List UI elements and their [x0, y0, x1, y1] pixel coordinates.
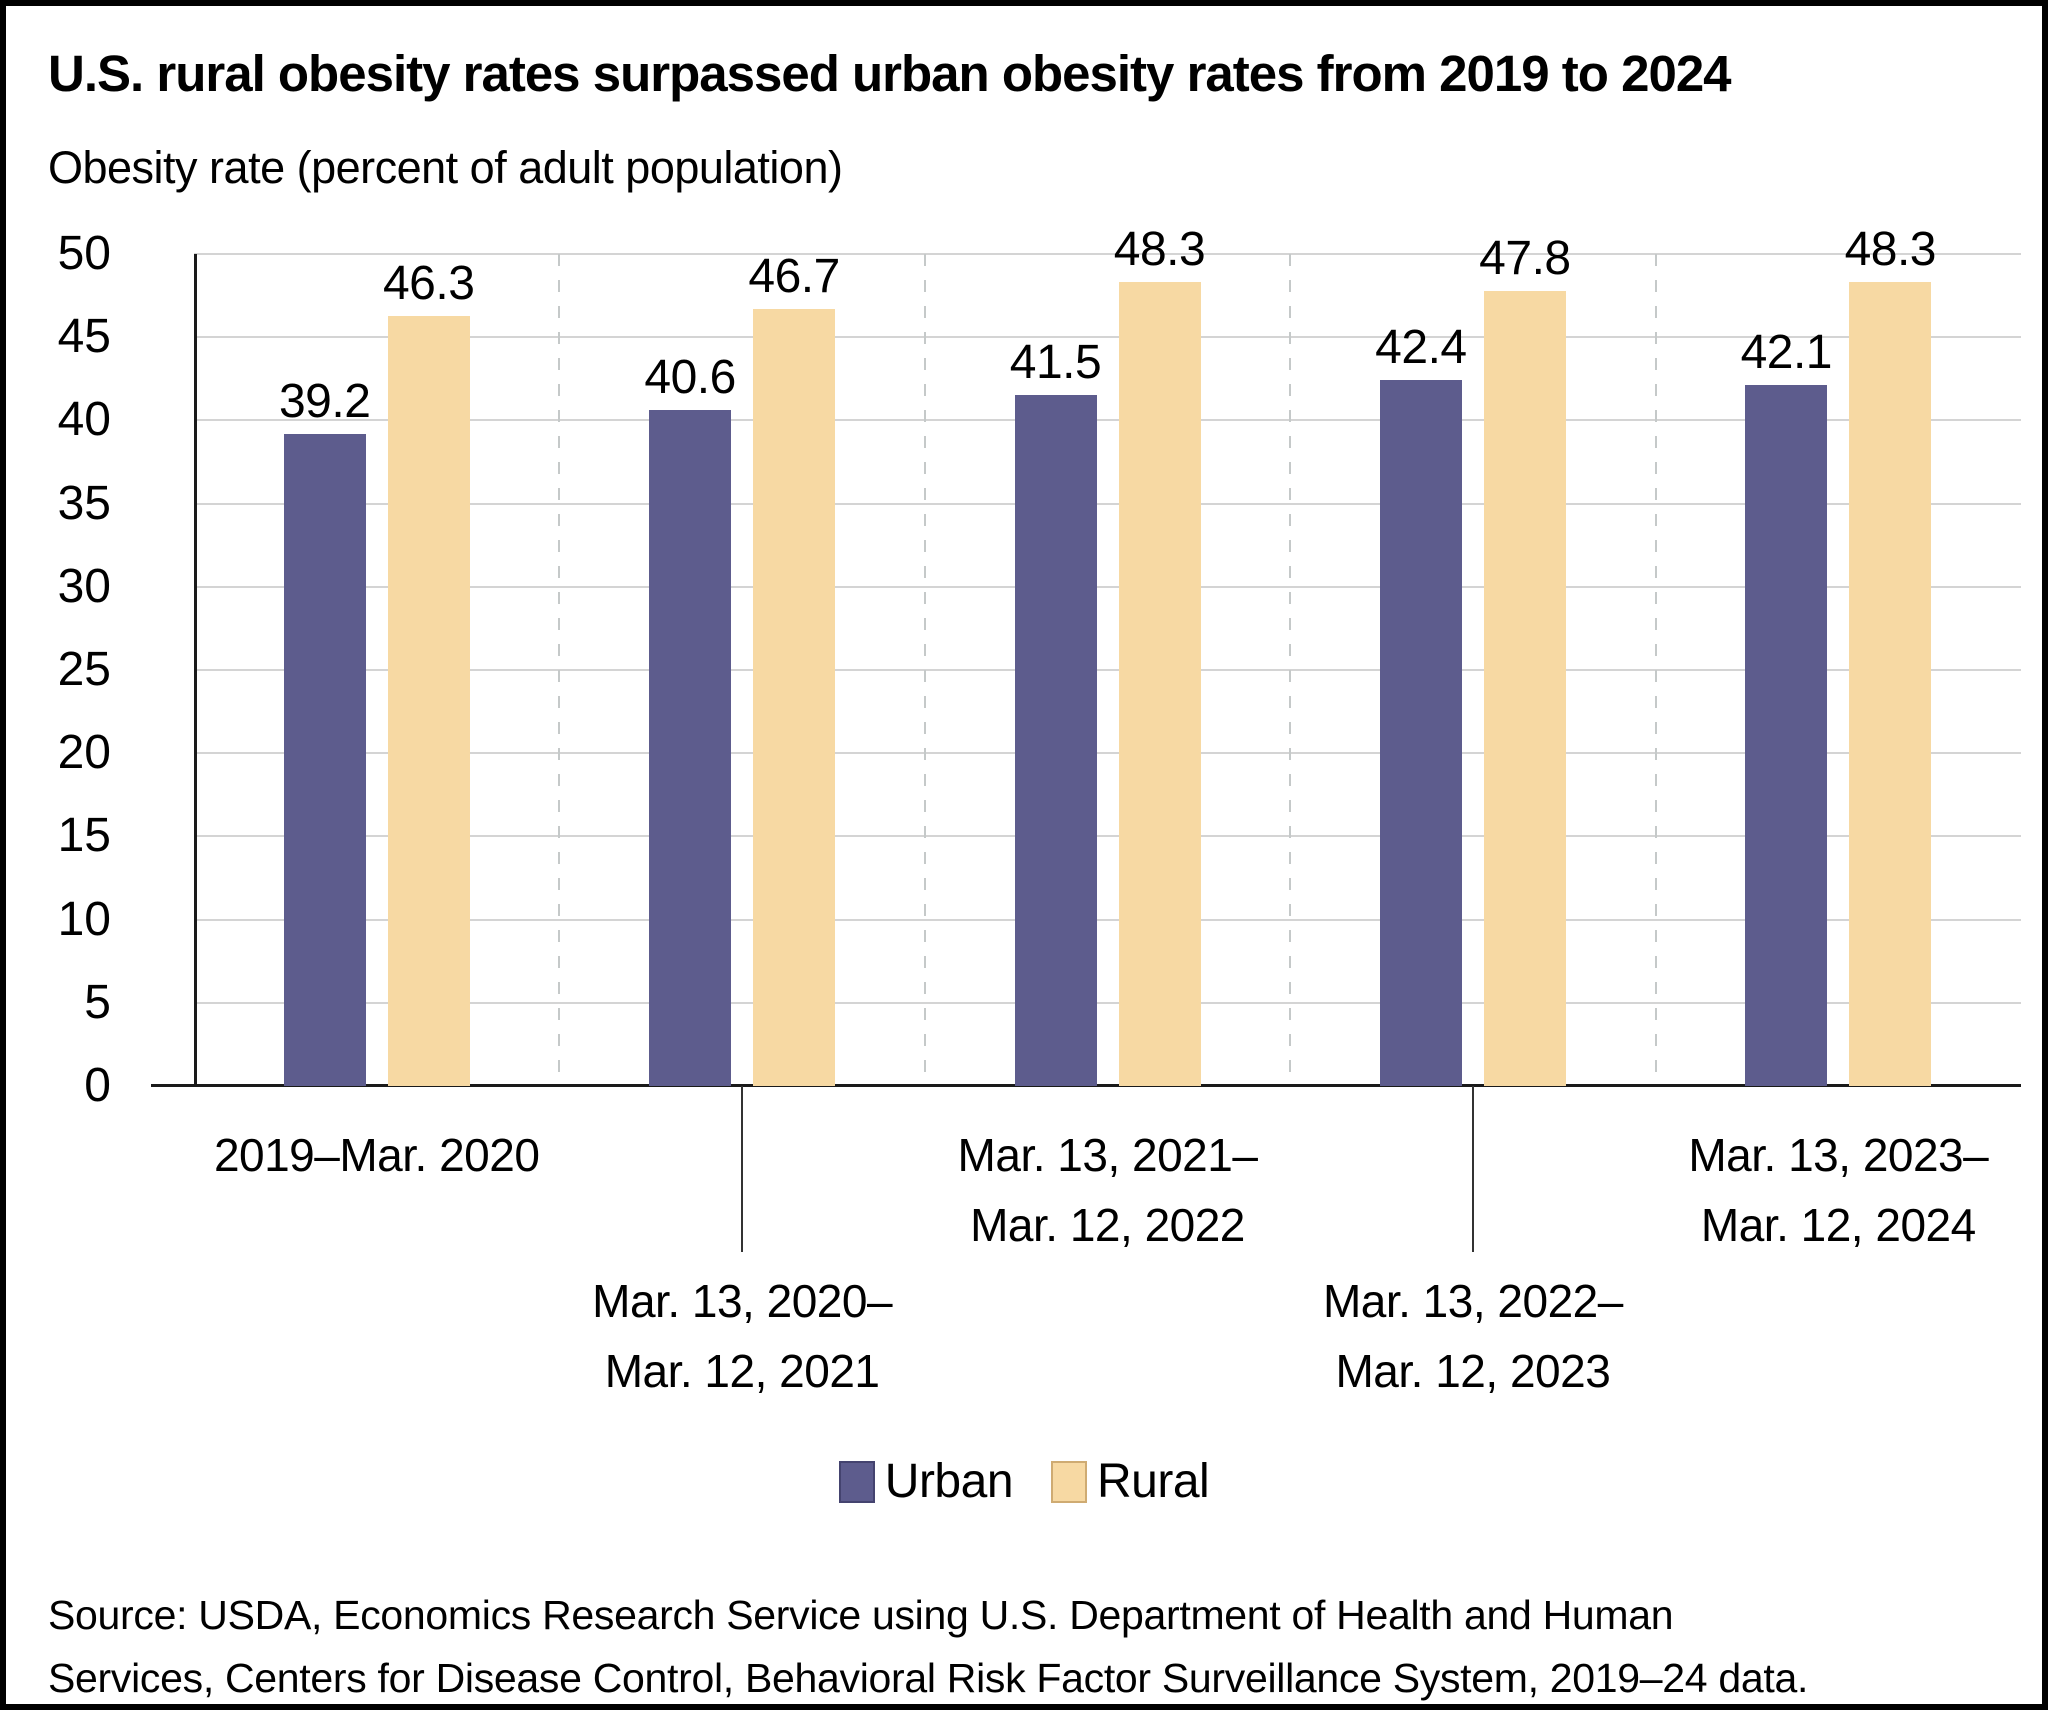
x-label-leader-line-3	[1471, 1086, 1474, 1252]
gridline-y-30	[194, 585, 2021, 588]
legend-label-urban: Urban	[884, 1455, 1014, 1508]
bar-urban-1	[649, 410, 732, 1086]
bar-value-urban-2: 41.5	[1009, 336, 1102, 390]
y-tick-label-40: 40	[57, 393, 111, 447]
bar-rural-0	[387, 315, 470, 1086]
group-separator-4	[1654, 254, 1657, 1086]
x-label-group-0-line-0: 2019–Mar. 2020	[213, 1129, 540, 1181]
y-tick-label-45: 45	[57, 310, 111, 364]
bar-value-rural-0: 46.3	[382, 256, 475, 310]
bar-rural-2	[1118, 282, 1201, 1086]
x-label-group-4: Mar. 13, 2023– Mar. 12, 2024	[1578, 1120, 2042, 1260]
plot-area: 39.2 40.6 41.5 42.4 42.1 46.3 46.7 48.3 47.8 48.3	[151, 226, 2021, 1087]
y-tick-label-50: 50	[57, 227, 111, 280]
bar-value-rural-2: 48.3	[1113, 223, 1206, 277]
source-line-2: Services, Centers for Disease Control, B…	[48, 1655, 1809, 1701]
y-tick-label-0: 0	[84, 1059, 111, 1112]
group-separator-1	[558, 254, 561, 1086]
bar-urban-4	[1745, 385, 1828, 1086]
x-label-group-1-line-1: Mar. 12, 2021	[604, 1345, 880, 1397]
y-axis-title: Obesity rate (percent of adult populatio…	[48, 142, 843, 193]
bar-value-rural-1: 46.7	[748, 249, 840, 303]
y-axis-line	[194, 254, 197, 1086]
bar-value-rural-3: 47.8	[1479, 231, 1571, 285]
y-tick-label-20: 20	[57, 726, 111, 780]
legend: Urban Rural	[6, 1454, 2042, 1509]
gridline-y-20	[194, 752, 2021, 755]
y-tick-label-15: 15	[57, 809, 111, 863]
bar-value-urban-0: 39.2	[278, 374, 371, 428]
bar-value-rural-4: 48.3	[1844, 223, 1937, 277]
x-label-leader-line-1	[741, 1086, 744, 1252]
gridline-y-40	[194, 419, 2021, 422]
bar-urban-3	[1379, 380, 1462, 1086]
x-label-group-0: 2019–Mar. 2020	[117, 1120, 637, 1190]
gridline-y-35	[194, 502, 2021, 505]
x-label-group-2-line-1: Mar. 12, 2022	[970, 1199, 1245, 1251]
x-label-group-4-line-1: Mar. 12, 2024	[1700, 1199, 1976, 1251]
y-tick-label-5: 5	[84, 975, 111, 1029]
legend-item-rural: Rural	[1051, 1454, 1210, 1509]
gridline-y-50	[194, 253, 2021, 255]
bar-rural-1	[753, 308, 836, 1086]
chart-title: U.S. rural obesity rates surpassed urban…	[48, 45, 1732, 102]
x-label-group-3-line-0: Mar. 13, 2022–	[1322, 1275, 1623, 1327]
x-label-group-3: Mar. 13, 2022– Mar. 12, 2023	[1213, 1266, 1733, 1406]
bar-urban-2	[1014, 395, 1097, 1086]
bar-value-urban-3: 42.4	[1375, 321, 1467, 375]
legend-swatch-rural	[1051, 1460, 1088, 1503]
x-label-group-4-line-0: Mar. 13, 2023–	[1688, 1129, 1989, 1181]
bar-value-urban-4: 42.1	[1740, 326, 1833, 380]
x-label-group-3-line-1: Mar. 12, 2023	[1335, 1345, 1611, 1397]
x-label-group-1: Mar. 13, 2020– Mar. 12, 2021	[482, 1266, 1002, 1406]
x-label-group-2: Mar. 13, 2021– Mar. 12, 2022	[848, 1120, 1368, 1260]
bar-rural-3	[1483, 290, 1566, 1086]
x-label-group-2-line-0: Mar. 13, 2021–	[957, 1129, 1258, 1181]
y-tick-label-30: 30	[57, 559, 111, 613]
legend-item-urban: Urban	[838, 1454, 1014, 1509]
group-separator-3	[1289, 254, 1292, 1086]
gridline-y-10	[194, 918, 2021, 921]
gridline-y-25	[194, 669, 2021, 671]
y-tick-label-25: 25	[57, 643, 111, 696]
gridline-y-15	[194, 835, 2021, 838]
y-tick-label-35: 35	[57, 476, 111, 530]
source-line-1: Source: USDA, Economics Research Service…	[48, 1592, 1674, 1638]
x-label-group-1-line-0: Mar. 13, 2020–	[592, 1275, 893, 1327]
gridline-y-5	[194, 1001, 2021, 1004]
legend-swatch-urban	[838, 1460, 875, 1503]
y-tick-label-10: 10	[57, 892, 111, 946]
gridline-y-45	[194, 336, 2021, 339]
group-separator-2	[923, 254, 926, 1086]
source-note: Source: USDA, Economics Research Service…	[48, 1584, 2018, 1704]
bar-rural-4	[1849, 282, 1932, 1086]
legend-label-rural: Rural	[1097, 1455, 1210, 1508]
bar-urban-0	[283, 433, 366, 1086]
bar-value-urban-1: 40.6	[644, 351, 736, 405]
